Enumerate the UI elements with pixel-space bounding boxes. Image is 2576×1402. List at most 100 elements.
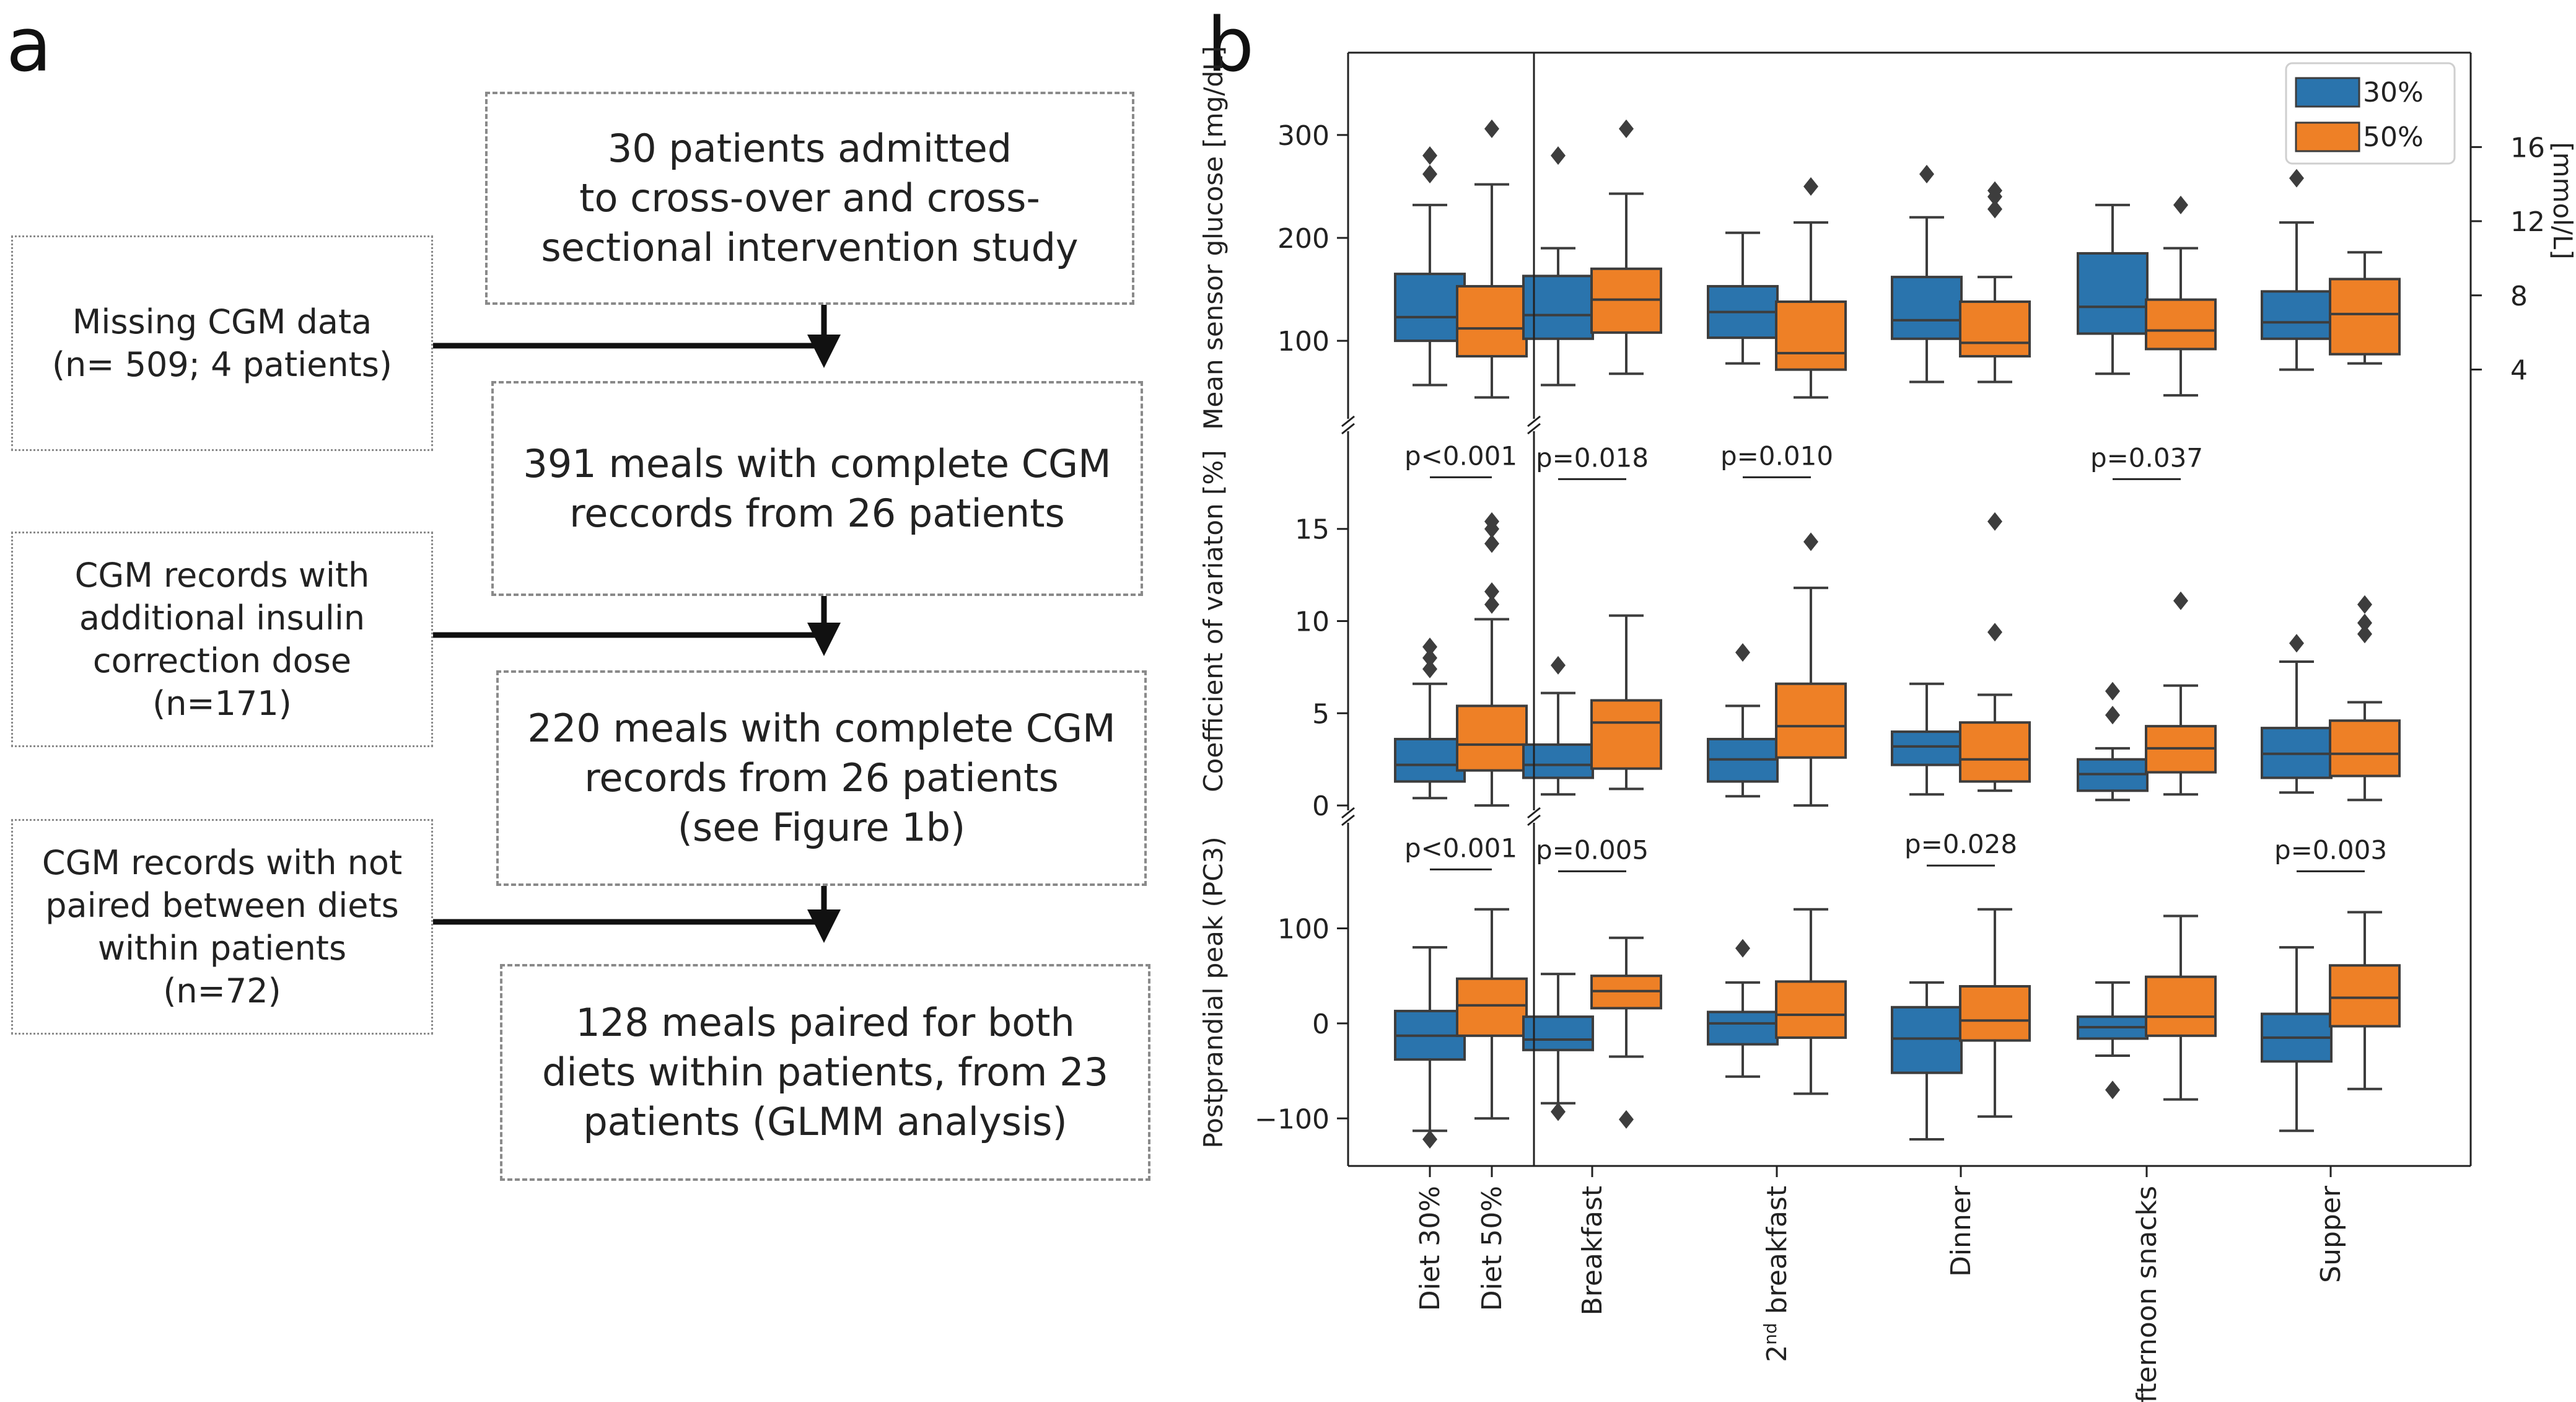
- box-iqr: [1775, 682, 1847, 759]
- y-tick-label: 200: [1277, 223, 1330, 255]
- box-afternoon-snacks-30: [2077, 681, 2149, 802]
- panel-b-label: b: [1207, 2, 1255, 89]
- box-iqr: [1456, 704, 1528, 772]
- box-iqr: [1891, 1005, 1963, 1074]
- outlier-point: [1484, 582, 1499, 601]
- box-afternoon-snacks-50: [2145, 914, 2217, 1101]
- flowchart-arrows: [432, 305, 841, 943]
- box-diet-50-50: [1456, 908, 1528, 1120]
- y-tick-label: 0: [1312, 1009, 1330, 1040]
- axis-break-mark: [1341, 814, 1355, 826]
- y-tick-label: 5: [1312, 698, 1330, 730]
- significance-annotation: p=0.028: [1904, 829, 2017, 867]
- box-supper-50: [2329, 911, 2401, 1090]
- axis-break-gap: [1338, 810, 1358, 823]
- box-iqr: [1394, 273, 1466, 343]
- flow-box-enrolled: 30 patients admitted to cross-over and c…: [485, 92, 1134, 305]
- outlier-point: [1919, 165, 1934, 184]
- y-axis-label: Postprandial peak (PC3): [1198, 836, 1229, 1148]
- x-tick-label-2nd-breakfast: 2nd breakfast: [1760, 1186, 1793, 1362]
- y-axis-label: Coefficient of variaton [%]: [1198, 450, 1229, 792]
- box-2nd-breakfast-30: [1707, 643, 1779, 798]
- outlier-point: [1619, 119, 1634, 138]
- exclusion-box-missing-cgm: Missing CGM data (n= 509; 4 patients): [11, 235, 433, 451]
- box-iqr: [1394, 737, 1466, 783]
- box-supper-30: [2261, 946, 2333, 1133]
- panel-a-label: a: [6, 2, 52, 89]
- x-tick-label-dinner: Dinner: [1945, 1185, 1977, 1277]
- flow-box-text: 391 meals with complete CGM reccords fro…: [523, 440, 1111, 536]
- box-iqr: [2329, 719, 2401, 778]
- exclusion-box-text: CGM records with not paired between diet…: [42, 843, 403, 1010]
- x-tick-label-diet-50: Diet 50%: [1476, 1186, 1508, 1311]
- secondary-y-tick-label: 4: [2510, 355, 2528, 387]
- y-tick-label: 15: [1295, 514, 1330, 546]
- axis-break-mark: [1527, 423, 1541, 435]
- box-iqr: [1959, 985, 2031, 1042]
- y-tick-label: 300: [1277, 120, 1330, 152]
- significance-annotation: p<0.001: [1404, 440, 1517, 478]
- y-tick-label: 0: [1312, 791, 1330, 822]
- box-afternoon-snacks-30: [2077, 203, 2149, 375]
- box-2nd-breakfast-30: [1707, 939, 1779, 1078]
- secondary-y-tick-label: 12: [2510, 206, 2545, 238]
- legend-swatch-30: [2295, 77, 2360, 108]
- axis-break-gap: [1524, 810, 1544, 823]
- axis-break-mark: [1527, 807, 1541, 819]
- outlier-point: [1803, 177, 1818, 196]
- x-tick-label-main: Diet 30%: [1414, 1186, 1446, 1311]
- p-value-label: p<0.001: [1404, 833, 1517, 863]
- outlier-point: [1987, 623, 2002, 642]
- box-iqr: [2145, 298, 2217, 351]
- outlier-point: [1484, 595, 1499, 614]
- axis-break-mark: [1527, 814, 1541, 826]
- y-tick-label: −100: [1255, 1103, 1330, 1135]
- box-iqr: [1456, 285, 1528, 358]
- box-diet-50-50: [1456, 119, 1528, 399]
- box-diet-50-50: [1456, 512, 1528, 807]
- outlier-point: [2173, 591, 2188, 610]
- flow-box-128-meals: 128 meals paired for both diets within p…: [500, 964, 1150, 1181]
- box-diet-30-30: [1394, 146, 1466, 387]
- secondary-y-tick-label: 16: [2510, 132, 2545, 164]
- flow-box-text: 128 meals paired for both diets within p…: [541, 1000, 1109, 1144]
- box-iqr: [2077, 252, 2149, 335]
- axis-break-mark: [1341, 423, 1355, 435]
- p-value-label: p=0.018: [1536, 442, 1649, 473]
- box-iqr: [1775, 980, 1847, 1039]
- significance-annotation: p=0.010: [1720, 440, 1833, 478]
- box-breakfast-30: [1522, 973, 1594, 1121]
- outlier-point: [1551, 655, 1566, 675]
- box-iqr: [1891, 276, 1963, 340]
- box-breakfast-50: [1590, 119, 1662, 375]
- outlier-point: [1422, 146, 1437, 165]
- x-tick-label-superscript: nd: [1760, 1323, 1781, 1345]
- box-iqr: [2261, 290, 2333, 340]
- outlier-point: [1484, 534, 1499, 553]
- significance-annotation: p=0.037: [2090, 442, 2203, 480]
- box-afternoon-snacks-50: [2145, 195, 2217, 397]
- axis-break-gap: [1524, 419, 1544, 431]
- box-iqr: [1959, 721, 2031, 783]
- box-iqr: [1707, 1010, 1779, 1046]
- box-supper-30: [2261, 169, 2333, 371]
- outlier-point: [2105, 1080, 2120, 1100]
- chart-panel-3: −100 0 100 Postprandial peak (PC3) p<0.001 p=…: [1198, 829, 2401, 1149]
- p-value-label: p=0.037: [2090, 442, 2203, 473]
- outlier-point: [1735, 643, 1750, 662]
- box-dinner-30: [1891, 682, 1963, 796]
- box-2nd-breakfast-50: [1775, 908, 1847, 1095]
- flow-box-text: 220 meals with complete CGM records from…: [527, 706, 1116, 850]
- outlier-point: [2357, 595, 2372, 614]
- outlier-point: [1422, 637, 1437, 657]
- outlier-point: [1987, 199, 2002, 219]
- x-tick-label-rest: breakfast: [1761, 1186, 1793, 1323]
- y-axis-label: Mean sensor glucose [mg/dL]: [1198, 46, 1229, 430]
- p-value-label: p=0.028: [1904, 829, 2017, 859]
- exclusion-box-text: Missing CGM data (n= 509; 4 patients): [51, 302, 393, 384]
- box-iqr: [1522, 743, 1594, 779]
- exclusion-box-not-paired: CGM records with not paired between diet…: [11, 819, 433, 1035]
- outlier-point: [2357, 613, 2372, 633]
- box-dinner-50: [1959, 512, 2031, 792]
- y-tick-label: 10: [1295, 607, 1330, 638]
